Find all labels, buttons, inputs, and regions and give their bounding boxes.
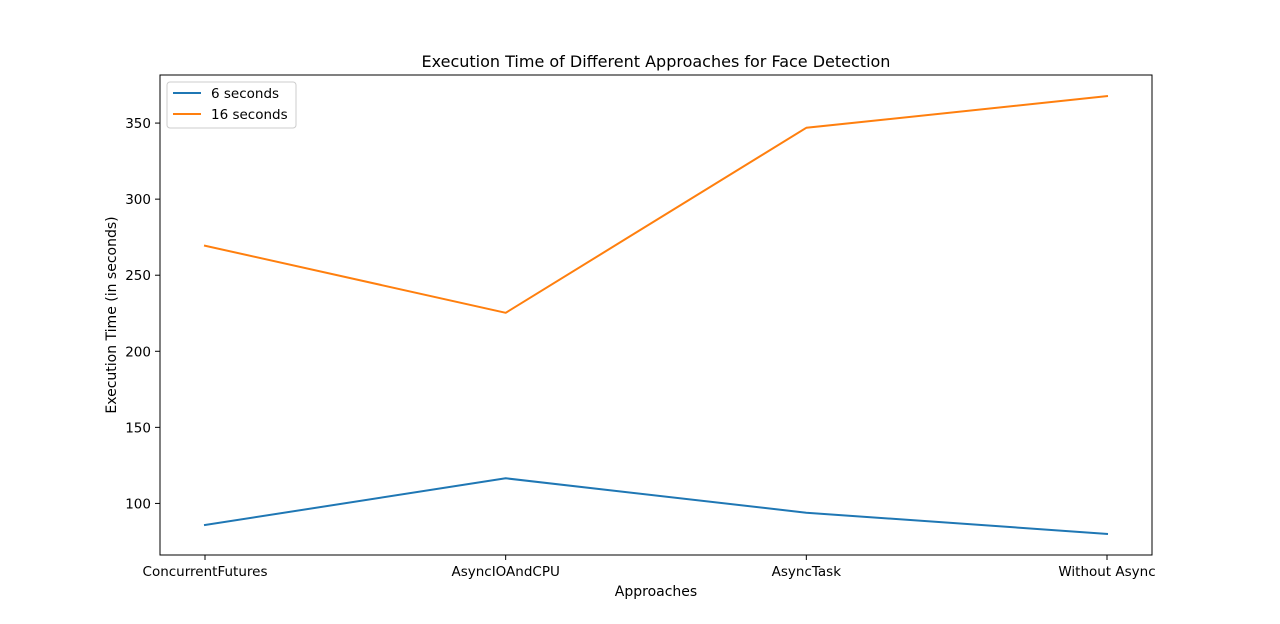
- y-axis-ticks: 100 150 200 250 300 350: [125, 116, 160, 512]
- legend-label-6-seconds: 6 seconds: [211, 86, 279, 102]
- chart-title: Execution Time of Different Approaches f…: [422, 52, 891, 71]
- legend-label-16-seconds: 16 seconds: [211, 107, 288, 123]
- y-tick-label: 350: [125, 116, 151, 132]
- x-tick-label: AsyncTask: [772, 564, 842, 580]
- y-axis-label: Execution Time (in seconds): [104, 216, 120, 413]
- x-tick-label: Without Async: [1058, 564, 1155, 580]
- y-tick-label: 150: [125, 420, 151, 436]
- y-tick-label: 100: [125, 496, 151, 512]
- x-axis-ticks: ConcurrentFutures AsyncIOAndCPU AsyncTask W…: [143, 555, 1156, 580]
- series-line-6-seconds: [203, 477, 1109, 535]
- x-tick-label: AsyncIOAndCPU: [451, 564, 559, 580]
- series-line-16-seconds: [203, 95, 1109, 314]
- y-tick-label: 300: [125, 192, 151, 208]
- x-tick-label: ConcurrentFutures: [143, 564, 268, 580]
- legend: 6 seconds 16 seconds: [166, 81, 297, 129]
- y-tick-label: 250: [125, 268, 151, 284]
- y-tick-label: 200: [125, 344, 151, 360]
- series-layer: [203, 95, 1109, 535]
- x-axis-label: Approaches: [615, 584, 697, 600]
- plot-frame: [159, 74, 1153, 556]
